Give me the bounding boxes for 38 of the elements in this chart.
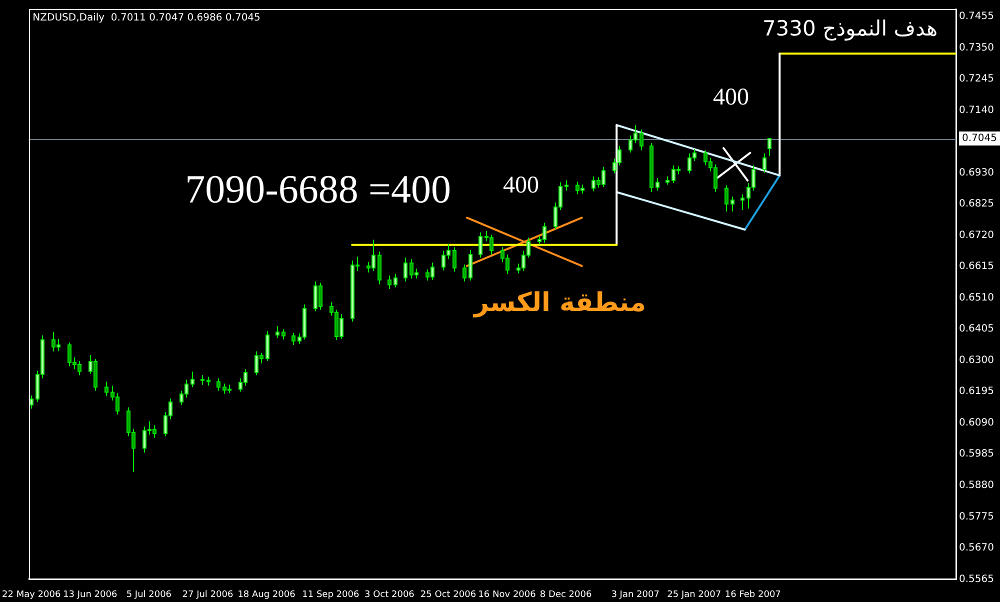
y-tick-label: 0.7245 xyxy=(959,74,994,85)
y-tick-label: 0.6720 xyxy=(959,230,994,241)
ref-line-label: 0.7045 xyxy=(962,133,997,144)
y-tick-label: 0.6930 xyxy=(959,167,994,178)
x-tick-label: 8 Dec 2006 xyxy=(540,590,592,600)
x-tick-label: 16 Feb 2007 xyxy=(724,590,781,600)
x-tick-label: 25 Jan 2007 xyxy=(667,590,722,600)
x-tick-label: 3 Oct 2006 xyxy=(364,590,415,600)
annotation: هدف النموذج 7330 xyxy=(762,16,938,42)
x-tick-label: 13 Jun 2006 xyxy=(63,590,118,600)
x-tick-label: 5 Jul 2006 xyxy=(126,590,172,600)
x-tick-label: 11 Sep 2006 xyxy=(302,590,360,600)
y-tick-label: 0.6825 xyxy=(959,198,994,210)
y-tick-label: 0.7140 xyxy=(959,104,994,116)
annotation: 400 xyxy=(503,172,539,198)
y-tick-label: 0.7455 xyxy=(959,11,994,22)
y-tick-label: 0.5985 xyxy=(959,448,994,460)
x-tick-label: 16 Nov 2006 xyxy=(478,590,536,600)
annotation: 400 xyxy=(713,84,749,110)
y-tick-label: 0.6405 xyxy=(959,324,994,335)
x-tick-label: 22 May 2006 xyxy=(2,590,61,600)
y-tick-label: 0.6510 xyxy=(959,292,994,304)
y-tick-label: 0.6300 xyxy=(959,354,994,366)
x-tick-label: 25 Oct 2006 xyxy=(420,590,476,600)
x-tick-label: 3 Jan 2007 xyxy=(611,590,660,600)
y-tick-label: 0.5775 xyxy=(959,511,994,522)
y-tick-label: 0.6195 xyxy=(959,386,994,398)
y-tick-label: 0.7350 xyxy=(959,42,994,54)
y-tick-label: 0.5670 xyxy=(959,542,994,554)
y-tick-label: 0.6090 xyxy=(959,417,994,428)
y-tick-label: 0.5880 xyxy=(959,480,994,491)
x-tick-label: 27 Jul 2006 xyxy=(182,590,234,600)
y-tick-label: 0.5565 xyxy=(959,574,994,585)
chart-title: NZDUSD,Daily 0.7011 0.7047 0.6986 0.7045 xyxy=(32,12,260,24)
y-tick-label: 0.6615 xyxy=(959,261,994,272)
annotation: منطقة الكسر xyxy=(472,288,646,318)
x-tick-label: 18 Aug 2006 xyxy=(238,590,296,600)
annotation: 7090-6688 =400 xyxy=(185,166,451,212)
